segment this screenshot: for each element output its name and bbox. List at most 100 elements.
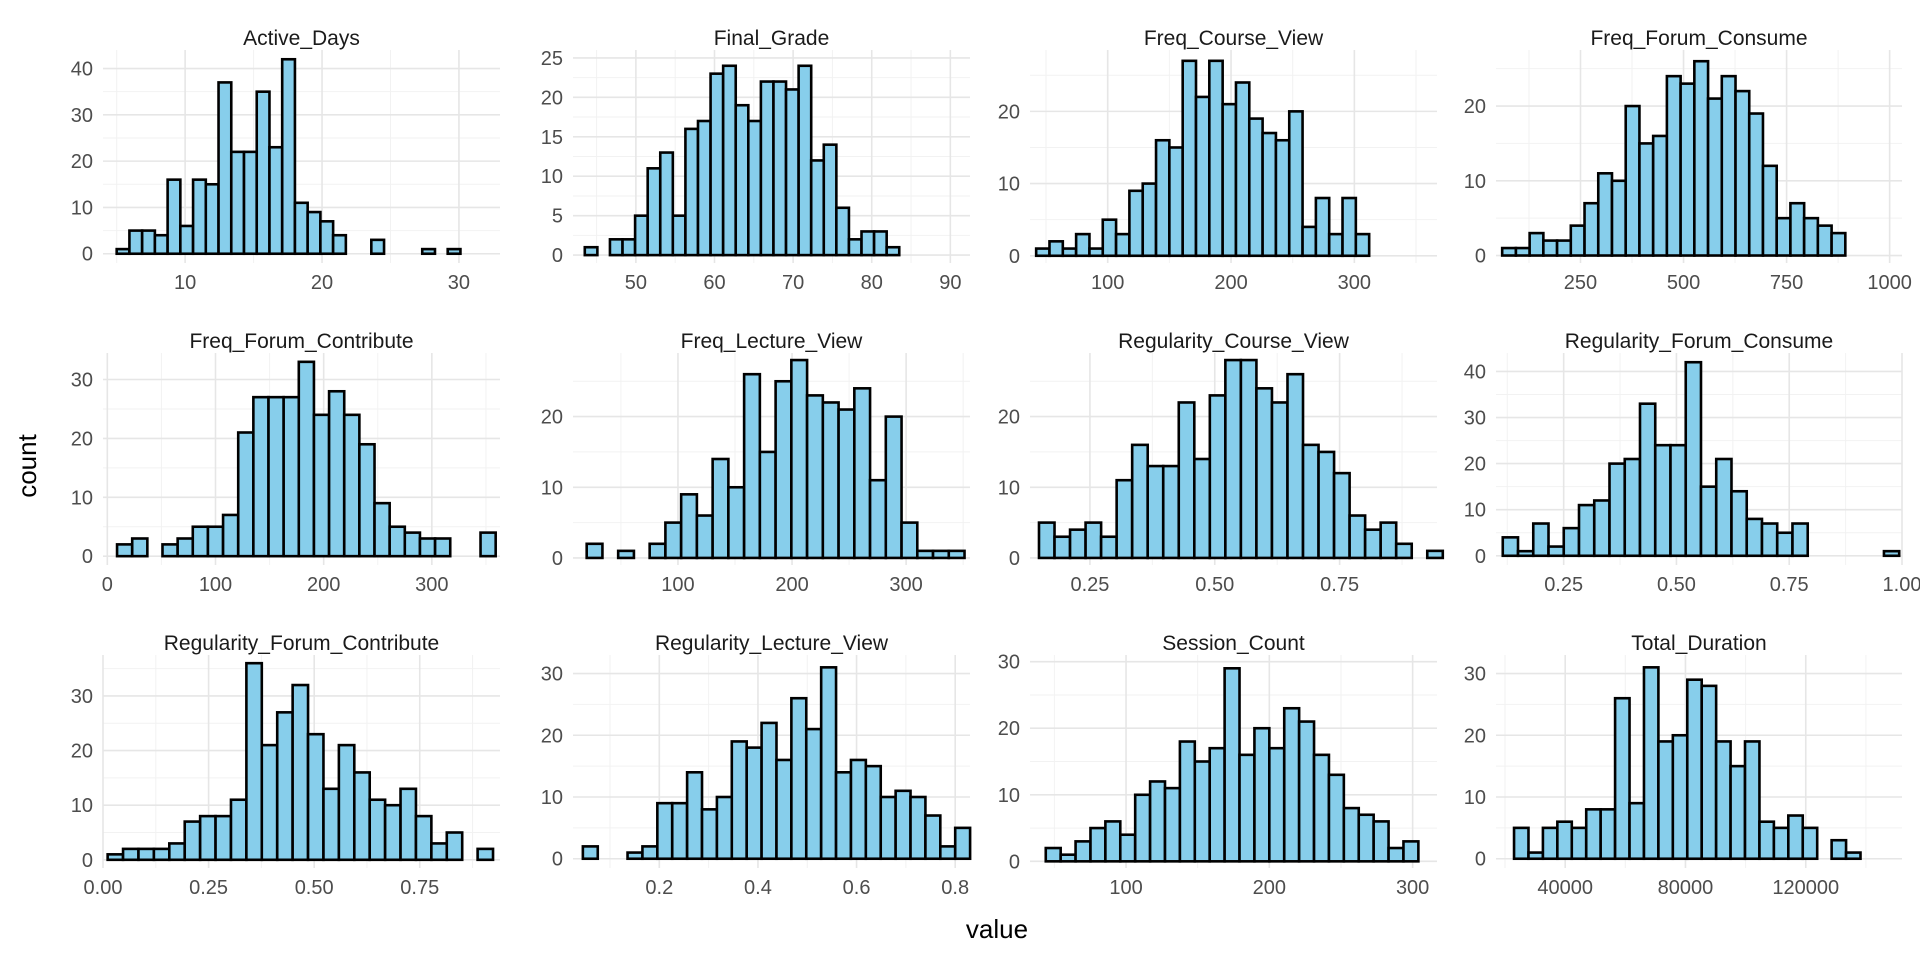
- histogram-bar: [1034, 247, 1051, 258]
- histogram-bar: [1610, 179, 1628, 257]
- histogram-bar: [1541, 826, 1559, 861]
- histogram-bar: [1501, 536, 1520, 558]
- y-tick-label: 5: [552, 206, 563, 228]
- histogram-bar: [1270, 401, 1289, 560]
- histogram-bar: [1714, 457, 1733, 558]
- histogram-bar: [1583, 201, 1600, 257]
- y-tick-label: 0: [82, 546, 93, 568]
- histogram-bar: [1178, 740, 1197, 863]
- histogram-bar: [368, 798, 387, 862]
- histogram-bar: [1193, 760, 1212, 863]
- histogram-bar: [646, 167, 662, 257]
- y-tick-label: 0: [82, 850, 93, 872]
- y-tick-label: 20: [71, 428, 93, 450]
- histogram-bar: [1775, 216, 1792, 257]
- histogram-bar: [1596, 172, 1614, 257]
- y-tick-label: 30: [1464, 408, 1486, 430]
- x-tick-label: 0.75: [1320, 574, 1359, 596]
- histogram-bar: [252, 395, 270, 558]
- histogram-bar: [1531, 522, 1550, 558]
- histogram-bar: [1758, 820, 1776, 861]
- histogram-bar: [670, 801, 689, 861]
- histogram-bar: [115, 247, 131, 256]
- y-tick-label: 20: [541, 725, 563, 747]
- histogram-bar: [1234, 81, 1251, 258]
- x-tick-label: 0.4: [744, 877, 772, 899]
- histogram-bar: [1089, 826, 1107, 863]
- facet-title: Freq_Course_View: [1144, 27, 1324, 50]
- y-tick-label: 20: [541, 87, 563, 109]
- histogram-bar: [864, 764, 883, 861]
- x-tick-label: 70: [782, 272, 804, 294]
- x-tick-label: 300: [1396, 877, 1429, 899]
- histogram-bar: [775, 758, 793, 861]
- y-tick-label: 0: [1009, 851, 1020, 873]
- x-tick-label: 0.50: [1657, 574, 1696, 596]
- histogram-bar: [583, 245, 599, 257]
- histogram-bar: [1341, 196, 1358, 258]
- histogram-bar: [822, 143, 838, 257]
- histogram-bar: [479, 531, 497, 558]
- histogram-bar: [1775, 531, 1794, 558]
- y-tick-label: 20: [998, 101, 1020, 123]
- histogram-bar: [1061, 247, 1078, 258]
- x-tick-label: 0.00: [84, 877, 123, 899]
- histogram-bar: [695, 514, 714, 560]
- histogram-bar: [1099, 535, 1118, 560]
- histogram-bar: [884, 415, 903, 560]
- histogram-bar: [1074, 840, 1092, 863]
- histogram-bar: [433, 537, 452, 558]
- histogram-bar: [179, 224, 195, 256]
- y-tick-label: 0: [1475, 546, 1486, 568]
- histogram-bar: [1628, 801, 1646, 861]
- histogram-bar: [282, 395, 301, 558]
- histogram-bar: [268, 145, 284, 256]
- histogram-bar: [430, 842, 449, 862]
- histogram-bar: [137, 847, 156, 862]
- histogram-bar: [1141, 182, 1158, 258]
- histogram-bar: [1570, 826, 1588, 861]
- facet-title: Final_Grade: [714, 27, 830, 50]
- histogram-bar: [388, 525, 407, 558]
- histogram-bar: [860, 230, 876, 257]
- histogram-bar: [1084, 521, 1103, 560]
- histogram-bar: [745, 746, 763, 861]
- histogram-bar: [1314, 196, 1331, 258]
- y-tick-label: 25: [541, 48, 563, 70]
- histogram-bar: [684, 127, 700, 257]
- y-tick-label: 40: [1464, 361, 1486, 383]
- x-tick-label: 1.00: [1883, 574, 1920, 596]
- y-tick-label: 0: [552, 849, 563, 871]
- histogram-bar: [445, 831, 464, 862]
- histogram-bar: [1301, 443, 1320, 560]
- x-tick-label: 50: [625, 272, 647, 294]
- histogram-bar: [837, 408, 856, 560]
- histogram-bar: [446, 247, 462, 256]
- histogram-bar: [1642, 666, 1660, 861]
- histogram-bar: [297, 360, 316, 558]
- y-tick-label: 20: [1464, 454, 1486, 476]
- histogram-bar: [1223, 667, 1241, 863]
- histogram-bar: [900, 521, 919, 560]
- histogram-bar: [1354, 232, 1371, 258]
- y-tick-label: 0: [82, 244, 93, 266]
- histogram-bar: [331, 233, 348, 256]
- histogram-bar: [242, 150, 259, 256]
- histogram-bar: [229, 798, 248, 862]
- histogram-bar: [1128, 189, 1145, 258]
- histogram-bar: [1730, 489, 1749, 558]
- y-tick-label: 30: [541, 664, 563, 686]
- histogram-bar: [1527, 851, 1545, 861]
- x-tick-label: 120000: [1772, 877, 1839, 899]
- histogram-bar: [1577, 503, 1596, 558]
- histogram-bar: [849, 758, 868, 861]
- histogram-bar: [1669, 443, 1688, 558]
- histogram-bar: [879, 795, 897, 861]
- histogram-bar: [128, 229, 144, 256]
- x-tick-label: 0.6: [843, 877, 871, 899]
- histogram-bar: [648, 542, 667, 560]
- x-tick-label: 300: [889, 574, 922, 596]
- histogram-bar: [1261, 131, 1278, 258]
- histogram-bar: [1684, 360, 1703, 558]
